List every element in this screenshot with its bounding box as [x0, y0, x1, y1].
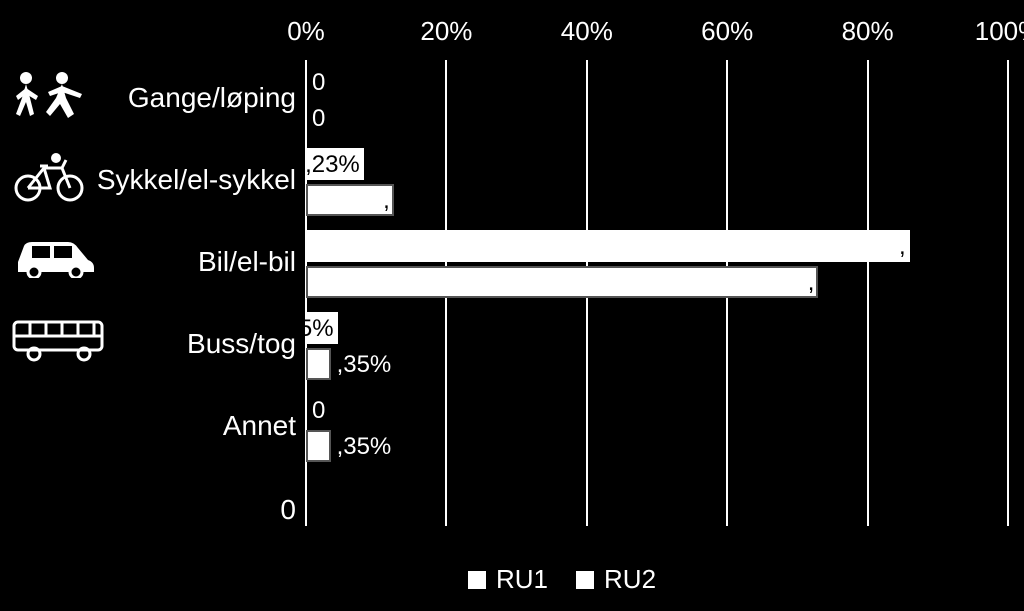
gridline — [867, 60, 869, 526]
car-icon — [10, 234, 98, 278]
value-label-ru2: ,35% — [337, 351, 392, 379]
x-axis-tick-label: 100% — [975, 16, 1024, 47]
legend-label: RU2 — [604, 564, 656, 595]
x-axis-tick-label: 60% — [701, 16, 753, 47]
bar-ru2 — [306, 348, 331, 380]
x-axis-tick-label: 20% — [420, 16, 472, 47]
value-label-ru2: ,35% — [337, 433, 392, 461]
x-axis-tick-label: 80% — [842, 16, 894, 47]
value-label-ru2: , — [383, 187, 390, 215]
bus-icon — [10, 316, 106, 367]
category-label: Sykkel/el-sykkel — [97, 164, 296, 196]
value-label-ru1: 5% — [299, 315, 334, 343]
chart-root: 0% 20% 40% 60% 80% 100% Gange/løping 0 0 Sykkel/… — [0, 0, 1024, 611]
value-label-ru1: , — [899, 233, 906, 261]
x-axis-tick-label: 40% — [561, 16, 613, 47]
value-label-ru1: ,23% — [305, 151, 360, 179]
bar-ru2 — [306, 184, 394, 216]
legend-swatch — [468, 571, 486, 589]
bike-icon — [10, 152, 88, 207]
bar-ru2 — [306, 430, 331, 462]
car-icon — [10, 234, 98, 283]
walk-run-icon — [10, 70, 88, 130]
legend-item-ru1: RU1 — [468, 564, 548, 595]
category-label: Bil/el-bil — [198, 246, 296, 278]
bar-ru2 — [306, 266, 818, 298]
extra-row-label: 0 — [280, 494, 296, 526]
value-label-ru2: , — [808, 269, 815, 297]
bar-ru1 — [306, 230, 910, 262]
legend-item-ru2: RU2 — [576, 564, 656, 595]
category-label: Gange/løping — [128, 82, 296, 114]
category-label: Buss/tog — [187, 328, 296, 360]
gridline — [1007, 60, 1009, 526]
x-axis-tick-label: 0% — [287, 16, 325, 47]
bus-icon — [10, 316, 106, 362]
walk-run-icon — [10, 70, 88, 135]
bike-icon — [10, 152, 88, 202]
legend-swatch — [576, 571, 594, 589]
category-label: Annet — [223, 410, 296, 442]
value-label-ru2: 0 — [312, 105, 325, 133]
value-label-ru1: 0 — [312, 397, 325, 425]
value-label-ru1: 0 — [312, 69, 325, 97]
legend: RU1 RU2 — [468, 564, 656, 595]
legend-label: RU1 — [496, 564, 548, 595]
